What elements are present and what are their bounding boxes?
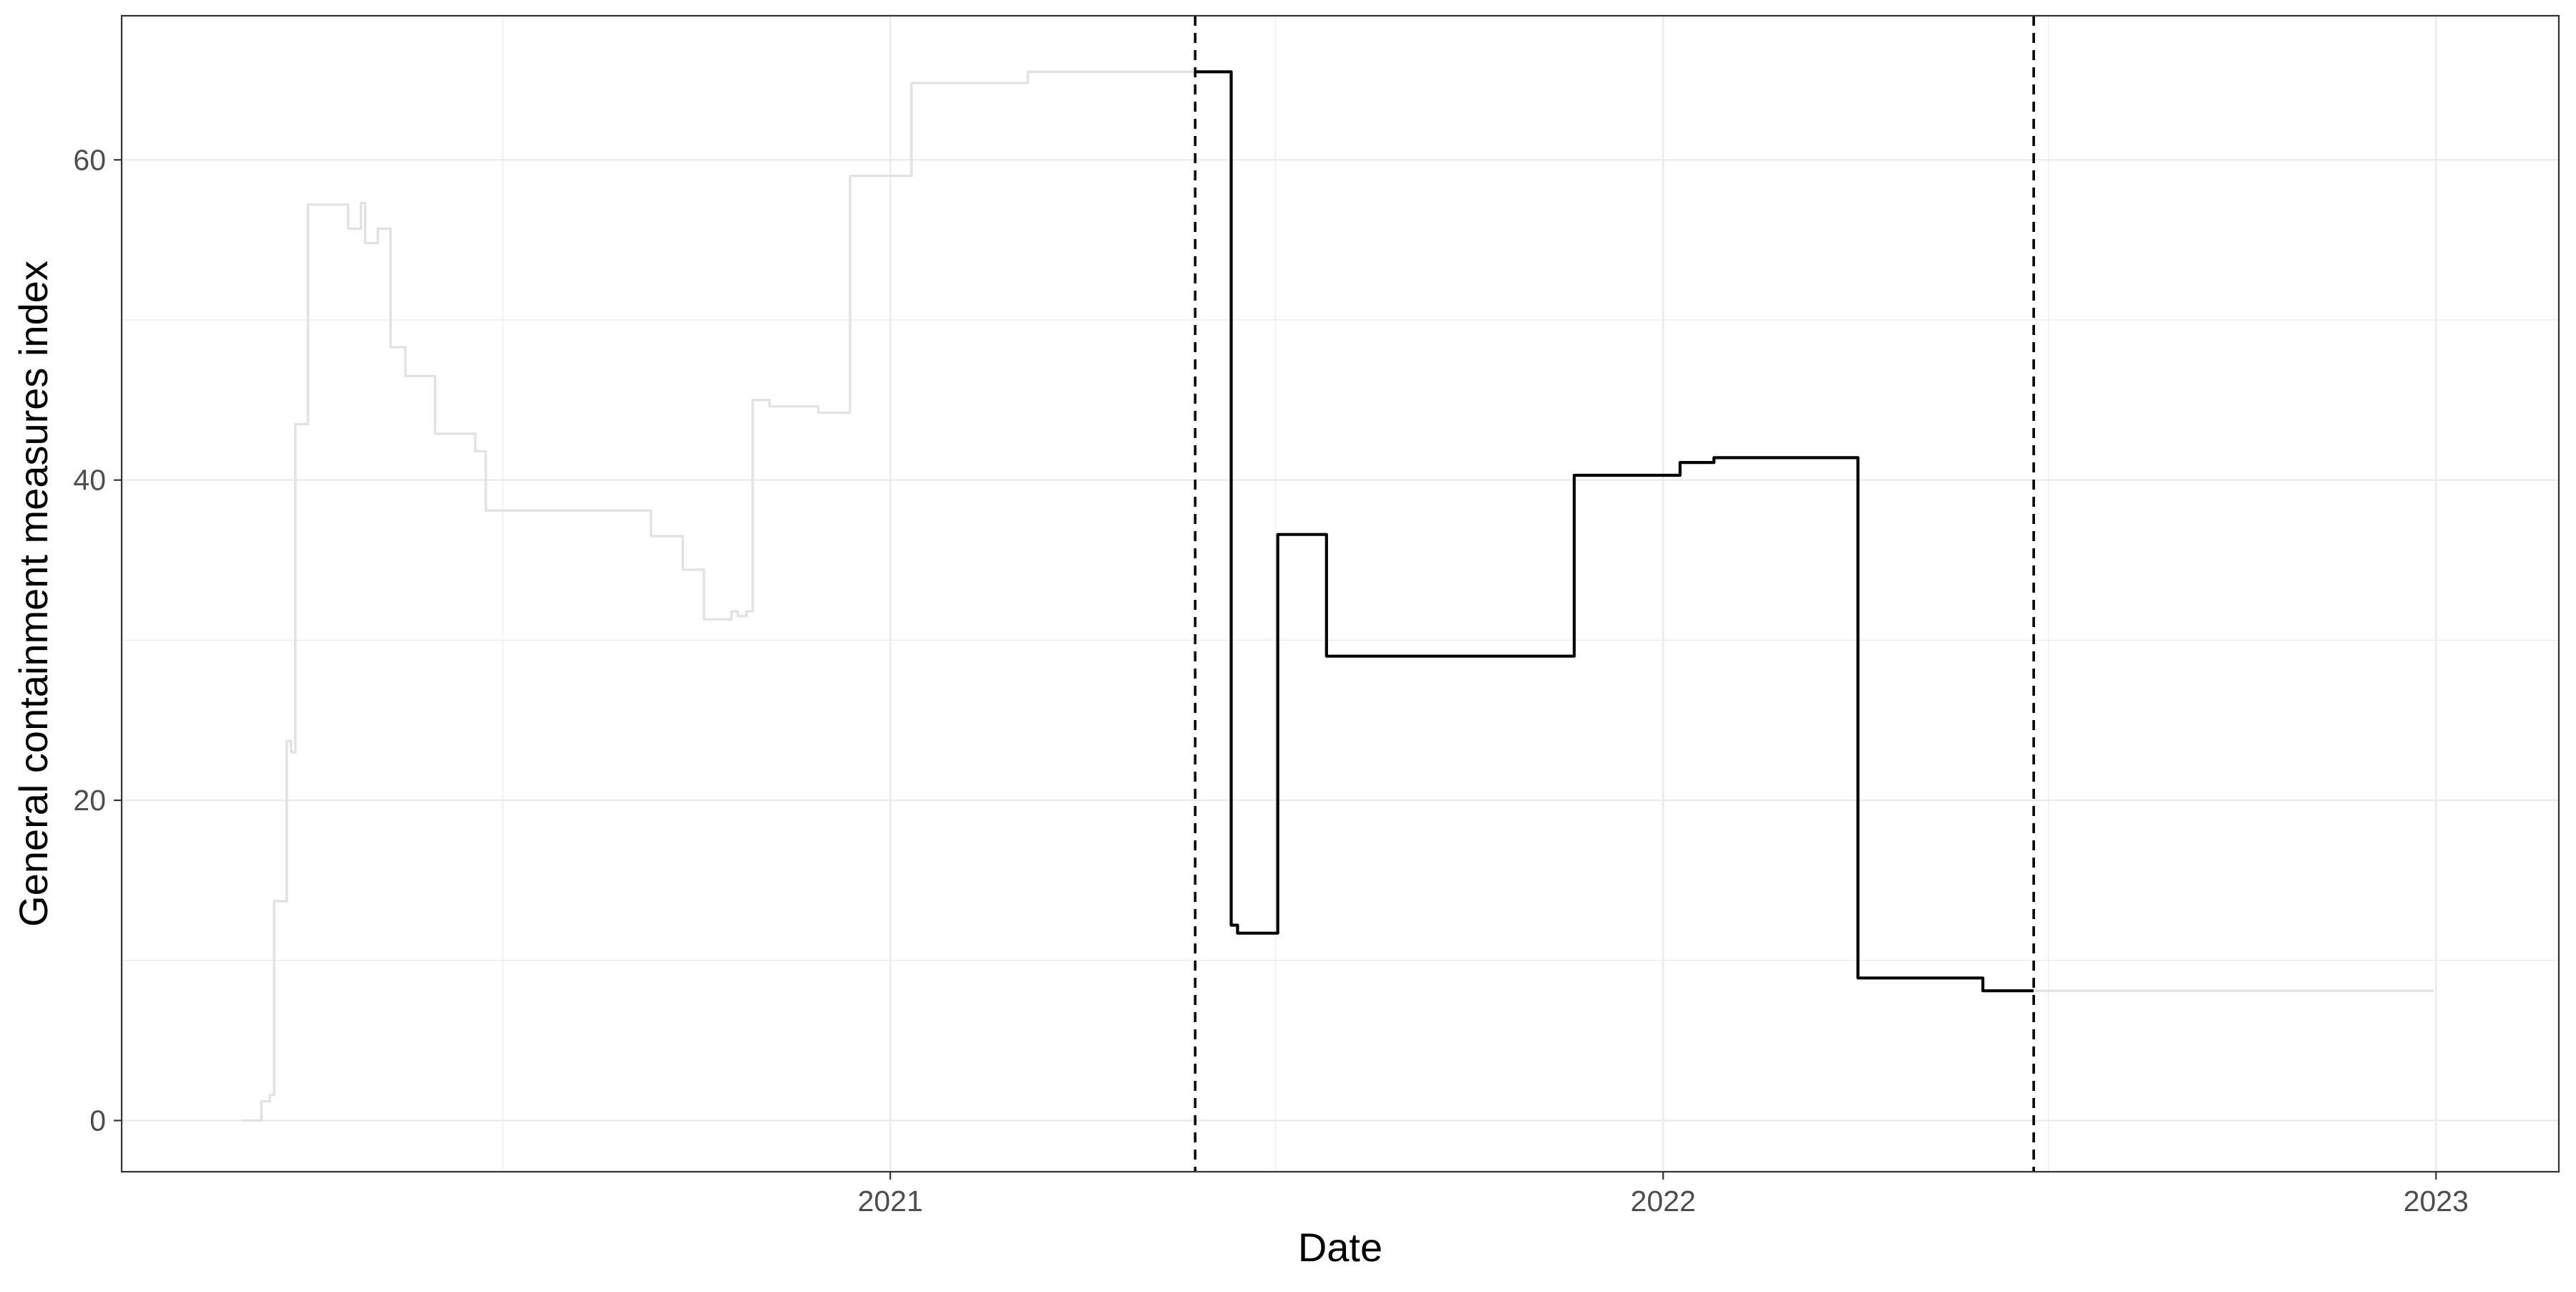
axis-ticks: 0 20 40 60 2021 2022 2023 (73, 143, 2469, 1218)
y-tick-label: 0 (89, 1104, 106, 1137)
series-line-highlight (1195, 70, 2034, 993)
grid (122, 16, 2559, 1172)
y-axis-title: General containment measures index (11, 261, 56, 927)
y-tick-label: 40 (73, 464, 106, 497)
y-tick-label: 20 (73, 784, 106, 817)
y-tick-label: 60 (73, 143, 106, 176)
x-tick-label: 2021 (858, 1185, 923, 1218)
series-group (242, 70, 2434, 1122)
x-tick-label: 2022 (1631, 1185, 1696, 1218)
x-axis-title: Date (1298, 1225, 1382, 1270)
series-line-context (242, 70, 1196, 1122)
x-tick-label: 2023 (2404, 1185, 2469, 1218)
panel-border (120, 14, 2560, 1173)
reference-lines (1194, 16, 2035, 1172)
